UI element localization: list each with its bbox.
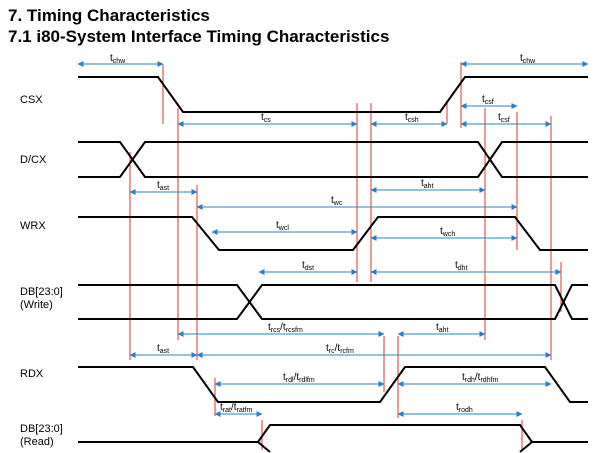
label-trdh: trdh/trdhfm xyxy=(462,372,499,384)
label-tchw-right: tchw xyxy=(520,53,536,65)
db-write-waveform-bottom xyxy=(78,284,588,320)
rdx-waveform xyxy=(78,366,588,403)
signal-label-db-write-line2: (Write) xyxy=(20,299,53,311)
dcx-waveform-bottom xyxy=(78,141,588,178)
subsection-title: 7.1 i80-System Interface Timing Characte… xyxy=(8,27,390,46)
wrx-waveform xyxy=(78,216,588,251)
signal-label-db-write-line1: DB[23:0] xyxy=(20,286,63,298)
label-trcs: trcs/trcsfm xyxy=(268,322,303,334)
signal-label-db-read: DB[23:0] (Read) xyxy=(20,423,66,448)
measurement-arrows xyxy=(77,61,589,417)
dcx-waveform-top xyxy=(78,141,588,178)
label-trdl: trdl/trdlfm xyxy=(283,372,315,384)
label-tcsh: tcsh xyxy=(405,112,419,124)
label-trodh: trodh xyxy=(456,402,473,414)
signal-label-csx: CSX xyxy=(20,94,43,106)
label-tdht: tdht xyxy=(455,260,468,272)
db-read-waveform-top xyxy=(78,424,588,443)
label-tdst: tdst xyxy=(302,260,314,272)
label-trat: trat/tratfm xyxy=(220,402,253,414)
label-tcs: tcs xyxy=(261,112,271,124)
timing-labels: tchw tchw tcs tcsh tcsf tcsf tast taht t… xyxy=(110,53,536,414)
signal-labels: CSX D/CX WRX DB[23:0] (Write) RDX DB[23:… xyxy=(20,94,66,448)
label-tchw-left: tchw xyxy=(110,53,126,65)
reference-lines xyxy=(129,62,562,450)
label-tast-read: tast xyxy=(157,343,169,355)
db-read-waveform-bottom xyxy=(257,441,533,453)
label-taht-read: taht xyxy=(436,322,449,334)
signal-label-db-read-line2: (Read) xyxy=(20,436,54,448)
label-tcsf-top: tcsf xyxy=(482,94,494,106)
signal-label-db-read-line1: DB[23:0] xyxy=(20,423,63,435)
signal-label-db-write: DB[23:0] (Write) xyxy=(20,286,66,311)
waveforms xyxy=(78,76,588,453)
section-title: 7. Timing Characteristics xyxy=(8,6,210,25)
signal-label-dcx: D/CX xyxy=(20,154,47,166)
label-twc: twc xyxy=(331,195,343,207)
csx-waveform xyxy=(78,76,588,113)
label-tcsf-bottom: tcsf xyxy=(498,112,510,124)
label-taht-write: taht xyxy=(421,178,434,190)
label-twcl: twcl xyxy=(276,220,289,232)
signal-label-rdx: RDX xyxy=(20,368,44,380)
signal-label-wrx: WRX xyxy=(20,220,46,232)
label-tast-write: tast xyxy=(157,180,169,192)
label-trc: trc/trcfm xyxy=(326,343,354,355)
db-write-waveform-top xyxy=(78,284,588,320)
label-twch: twch xyxy=(440,226,455,238)
